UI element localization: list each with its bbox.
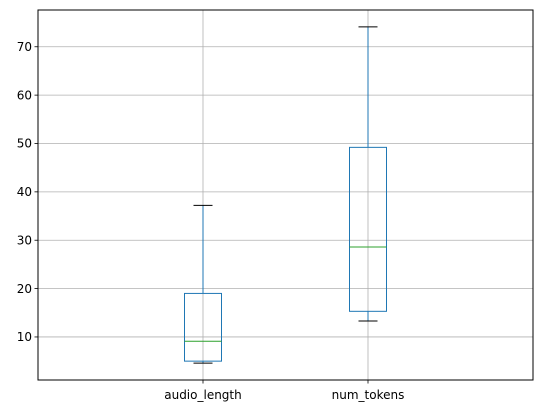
y-tick-label: 40 (17, 185, 32, 199)
tick-layer: 10 20 30 40 50 60 70 audio_length num_tokens (17, 40, 405, 402)
plot-frame (37, 9, 534, 381)
y-tick-label: 20 (17, 282, 32, 296)
box-audio-length (184, 292, 222, 362)
grid-layer (38, 10, 533, 380)
y-tick-label: 60 (17, 88, 32, 102)
y-tick-label: 30 (17, 233, 32, 247)
y-tick-label: 50 (17, 137, 32, 151)
y-tick-label: 10 (17, 330, 32, 344)
x-tick-label-audio-length: audio_length (164, 388, 242, 402)
y-tick-label: 70 (17, 40, 32, 54)
x-tick-label-num-tokens: num_tokens (332, 388, 405, 402)
box-layer (184, 26, 387, 364)
box-num-tokens (349, 146, 387, 312)
plot-background (38, 10, 533, 380)
